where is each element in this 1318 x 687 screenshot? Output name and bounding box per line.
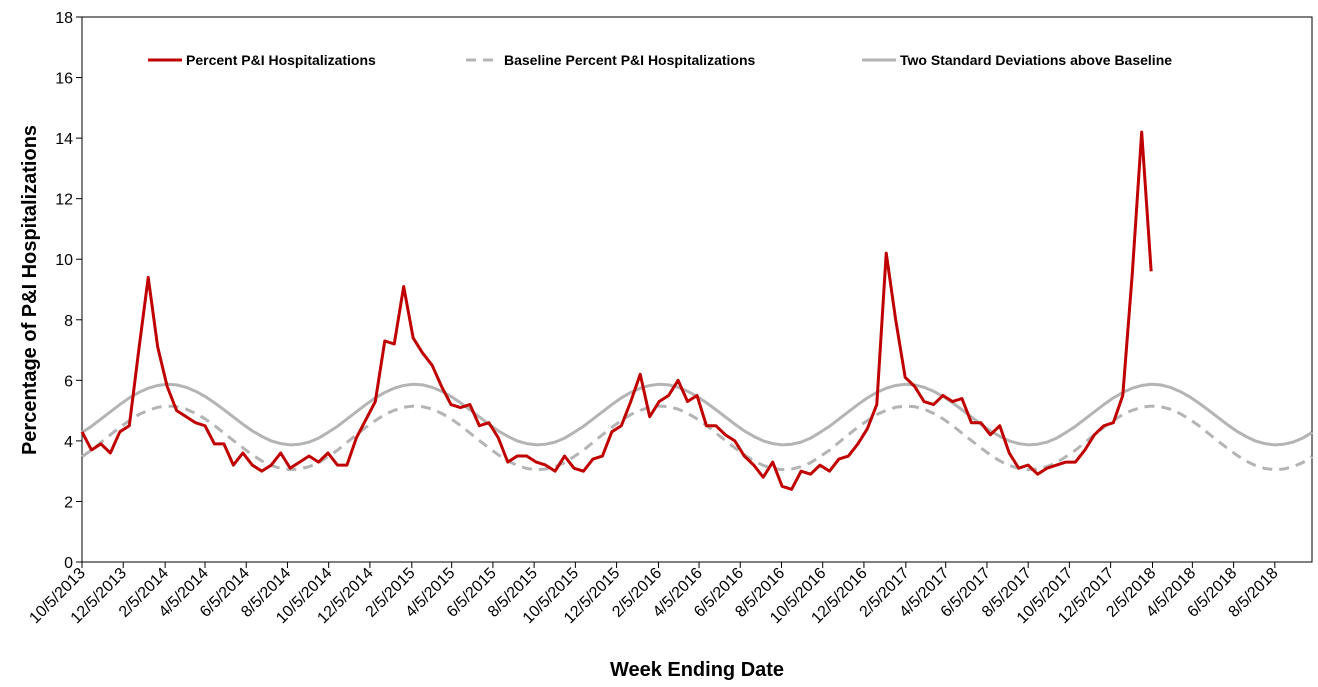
legend-label: Percent P&I Hospitalizations bbox=[186, 52, 376, 68]
y-tick-label: 14 bbox=[55, 131, 73, 148]
plot-frame bbox=[81, 16, 1313, 563]
legend-label: Baseline Percent P&I Hospitalizations bbox=[504, 52, 756, 68]
legend-label: Two Standard Deviations above Baseline bbox=[900, 52, 1172, 68]
y-tick-label: 0 bbox=[64, 555, 73, 572]
y-tick-label: 10 bbox=[55, 252, 73, 269]
y-tick-label: 6 bbox=[64, 373, 73, 390]
y-tick-label: 2 bbox=[64, 494, 73, 511]
y-axis-title: Percentage of P&I Hospitalizations bbox=[19, 125, 41, 455]
y-tick-label: 8 bbox=[64, 313, 73, 330]
series-line bbox=[80, 130, 1153, 491]
y-tick-label: 16 bbox=[55, 71, 73, 88]
y-tick-label: 12 bbox=[55, 192, 73, 209]
x-axis-title: Week Ending Date bbox=[610, 659, 784, 681]
series-line bbox=[81, 382, 1313, 447]
y-tick-label: 4 bbox=[64, 434, 73, 451]
y-tick-label: 18 bbox=[55, 10, 73, 27]
